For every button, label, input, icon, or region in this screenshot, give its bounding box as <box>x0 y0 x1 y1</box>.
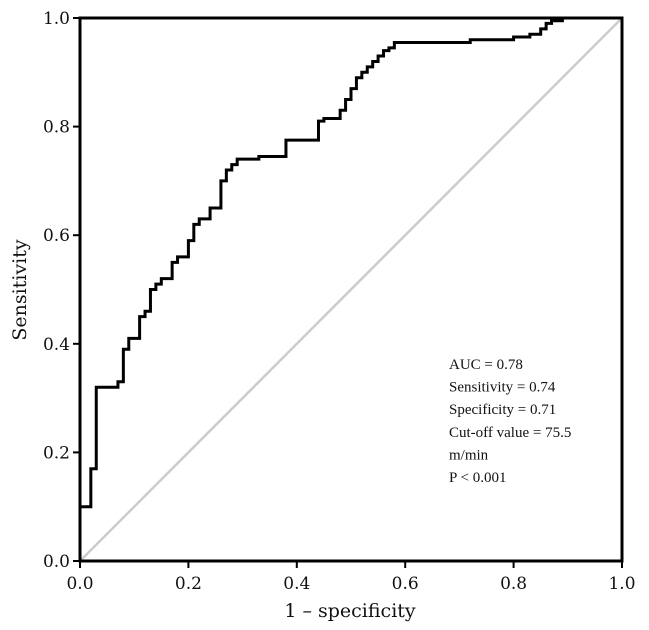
x-tick-label: 0.8 <box>500 574 527 594</box>
y-tick-label: 0.6 <box>43 226 70 246</box>
statistics-annotation: AUC = 0.78 Sensitivity = 0.74 Specificity … <box>449 357 571 486</box>
y-axis-ticks: 0.0 0.2 0.4 0.6 0.8 1.0 <box>43 9 80 572</box>
annotation-line: Cut-off value = 75.5 <box>449 425 571 441</box>
x-tick-label: 0.2 <box>175 574 202 594</box>
x-tick-label: 0.0 <box>66 574 93 594</box>
x-axis-title: 1 – specificity <box>284 600 416 622</box>
x-tick-label: 1.0 <box>608 574 635 594</box>
y-tick-label: 0.2 <box>43 443 70 463</box>
y-axis-title: Sensitivity <box>9 239 31 340</box>
annotation-line: Sensitivity = 0.74 <box>449 380 556 396</box>
y-tick-label: 0.4 <box>43 335 70 355</box>
x-axis-ticks: 0.0 0.2 0.4 0.6 0.8 1.0 <box>66 561 636 594</box>
annotation-line: AUC = 0.78 <box>449 357 523 373</box>
y-tick-label: 0.8 <box>43 118 70 138</box>
x-tick-label: 0.4 <box>283 574 310 594</box>
annotation-line: Specificity = 0.71 <box>449 402 556 418</box>
plot-area <box>78 16 624 563</box>
y-tick-label: 0.0 <box>43 552 70 572</box>
roc-curve <box>78 16 622 561</box>
plot-frame <box>78 16 624 563</box>
annotation-line: P < 0.001 <box>449 470 507 486</box>
annotation-line: m/min <box>449 447 489 463</box>
x-tick-label: 0.6 <box>392 574 419 594</box>
y-tick-label: 1.0 <box>43 9 70 29</box>
reference-diagonal-line <box>79 17 623 562</box>
